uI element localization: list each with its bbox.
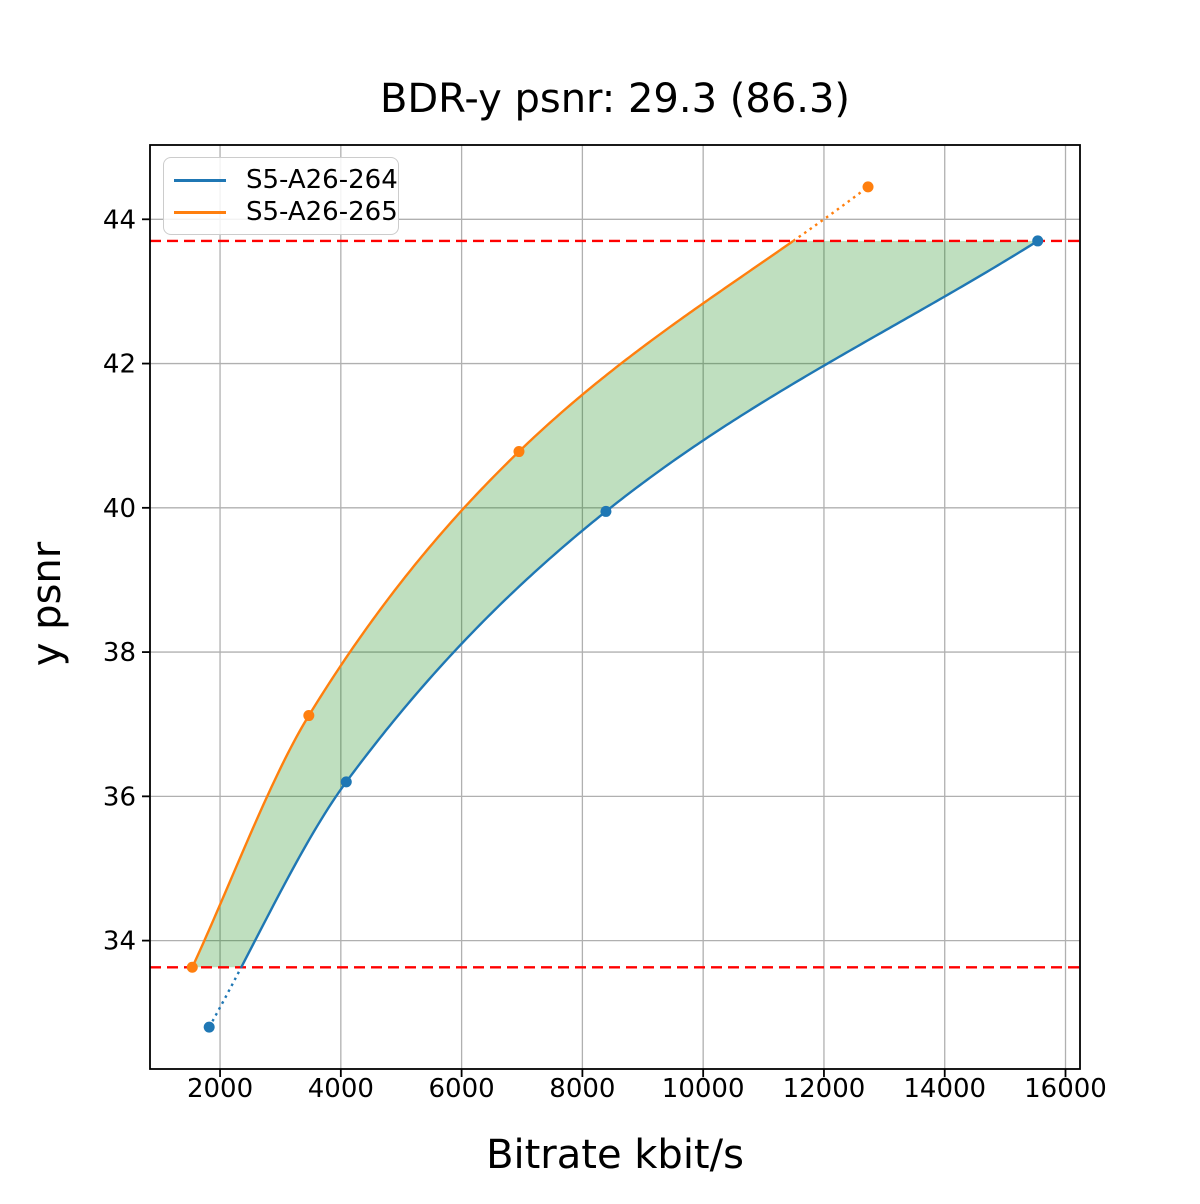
legend-item: S5-A26-265 bbox=[174, 198, 398, 227]
y-tick-label: 34 bbox=[103, 927, 136, 957]
grid-lines bbox=[150, 145, 1080, 1069]
x-tick-label: 14000 bbox=[903, 1074, 986, 1104]
bd-fill-area bbox=[192, 240, 1038, 968]
data-point-S5-A26-265 bbox=[303, 710, 315, 722]
legend-label: S5-A26-264 bbox=[246, 164, 398, 195]
data-point-S5-A26-265 bbox=[513, 446, 525, 458]
chart-title: BDR-y psnr: 29.3 (86.3) bbox=[380, 76, 850, 122]
data-point-S5-A26-265 bbox=[186, 961, 198, 973]
rd-curves bbox=[191, 185, 1039, 1028]
curve-265 bbox=[191, 239, 794, 968]
plot-border bbox=[149, 144, 1081, 1070]
data-point-S5-A26-264 bbox=[1032, 235, 1044, 247]
y-axis-title: y psnr bbox=[24, 541, 70, 666]
bd-shaded-region bbox=[192, 240, 1038, 968]
curve-265-dotted bbox=[792, 185, 869, 242]
legend: S5-A26-264 S5-A26-265 bbox=[163, 157, 399, 235]
data-point-S5-A26-264 bbox=[600, 505, 612, 517]
y-tick-label: 44 bbox=[103, 205, 136, 235]
curve-264-dotted bbox=[208, 966, 243, 1028]
y-tick-label: 40 bbox=[103, 494, 136, 524]
legend-line-sample-orange bbox=[174, 210, 226, 214]
data-point-markers bbox=[186, 181, 1044, 1033]
bd-interval-lines bbox=[150, 239, 1080, 969]
x-tick-label: 12000 bbox=[783, 1074, 866, 1104]
x-tick-label: 2000 bbox=[187, 1074, 253, 1104]
x-tick-label: 10000 bbox=[662, 1074, 745, 1104]
x-tick-label: 8000 bbox=[549, 1074, 615, 1104]
legend-line-sample-blue bbox=[174, 178, 226, 182]
axes-spines-and-ticks: 2000 4000 6000 8000 10000 12000 14000 16000 34 36… bbox=[103, 144, 1107, 1104]
y-tick-label: 42 bbox=[103, 350, 136, 380]
data-point-S5-A26-265 bbox=[862, 181, 874, 193]
legend-item: S5-A26-264 bbox=[174, 166, 398, 195]
x-axis-title: Bitrate kbit/s bbox=[486, 1132, 744, 1178]
legend-label: S5-A26-265 bbox=[246, 196, 398, 227]
curve-264 bbox=[240, 239, 1039, 968]
data-point-S5-A26-264 bbox=[203, 1021, 215, 1033]
data-point-S5-A26-264 bbox=[340, 776, 352, 788]
x-tick-label: 6000 bbox=[429, 1074, 495, 1104]
x-tick-label: 4000 bbox=[308, 1074, 374, 1104]
y-tick-label: 38 bbox=[103, 638, 136, 668]
y-tick-label: 36 bbox=[103, 782, 136, 812]
x-tick-label: 16000 bbox=[1024, 1074, 1107, 1104]
